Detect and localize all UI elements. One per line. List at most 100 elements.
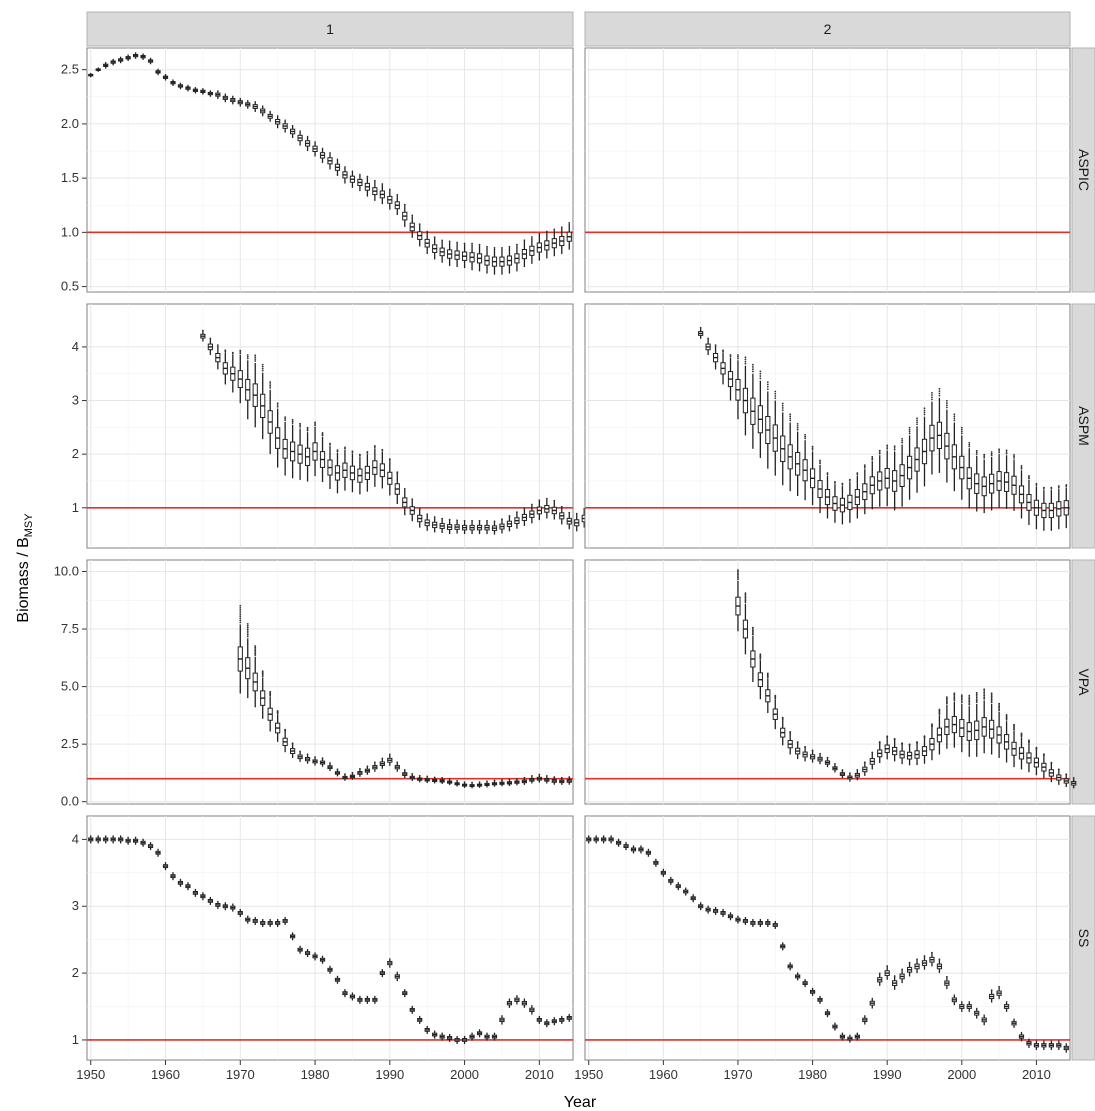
boxplot-outlier <box>456 779 459 782</box>
boxplot-1980 <box>312 756 318 766</box>
boxplot-1961 <box>170 79 176 86</box>
boxplot-outlier <box>426 775 429 778</box>
boxplot-outlier <box>916 423 918 426</box>
boxplot-outlier <box>968 702 971 705</box>
boxplot-outlier <box>1035 482 1038 485</box>
boxplot-outlier <box>938 387 941 390</box>
boxplot-1995 <box>921 735 928 764</box>
y-tick-label: 3 <box>72 898 79 913</box>
boxplot-outlier <box>426 513 429 516</box>
boxplot-1960 <box>660 868 666 877</box>
boxplot-1992 <box>402 769 408 778</box>
boxplot-outlier <box>878 452 881 455</box>
boxplot-outlier <box>254 645 257 647</box>
boxplot-outlier <box>456 241 459 244</box>
boxplot-1975 <box>772 920 778 929</box>
boxplot-outlier <box>975 453 978 455</box>
boxplot-1975 <box>275 402 281 468</box>
boxplot-1977 <box>290 418 296 479</box>
boxplot-outlier <box>246 628 249 631</box>
boxplot-1999 <box>951 692 957 748</box>
boxplot-outlier <box>998 450 1001 452</box>
boxplot-outlier <box>336 768 339 771</box>
boxplot-outlier <box>276 402 279 405</box>
boxplot-1996 <box>929 391 935 475</box>
boxplot-1975 <box>275 918 281 927</box>
boxplot-2002 <box>476 243 483 272</box>
boxplot-2007 <box>514 995 520 1005</box>
panel-background <box>86 815 574 1061</box>
boxplot-outlier <box>359 453 361 456</box>
boxplot-outlier <box>1005 717 1008 720</box>
boxplot-1951 <box>95 835 101 844</box>
boxplot-outlier <box>269 381 272 383</box>
boxplot-1994 <box>417 223 423 247</box>
boxplot-1986 <box>854 1032 860 1041</box>
boxplot-1988 <box>869 751 875 770</box>
boxplot-1988 <box>372 995 378 1004</box>
boxplot-outlier <box>381 757 384 760</box>
boxplot-outlier <box>998 709 1001 712</box>
boxplot-2013 <box>1056 1040 1062 1050</box>
boxplot-outlier <box>960 428 963 431</box>
boxplot-outlier <box>321 434 324 437</box>
boxplot-outlier <box>751 628 754 630</box>
boxplot-outlier <box>916 419 918 422</box>
boxplot-outlier <box>246 624 249 627</box>
boxplot-outlier <box>998 708 1001 711</box>
boxplot-outlier <box>448 240 451 243</box>
x-tick-label: 2010 <box>1022 1067 1051 1082</box>
boxplot-1983 <box>334 768 341 777</box>
boxplot-outlier <box>945 702 948 705</box>
row-strip-aspic <box>1071 47 1095 293</box>
boxplot-outlier <box>819 462 821 465</box>
boxplot-outlier <box>759 377 762 380</box>
boxplot-2006 <box>1003 449 1010 509</box>
boxplot-outlier <box>886 446 889 448</box>
boxplot-outlier <box>418 507 421 510</box>
boxplot-1993 <box>409 498 415 522</box>
boxplot-outlier <box>486 780 488 783</box>
boxplot-outlier <box>953 417 956 420</box>
boxplot-2009 <box>529 503 535 524</box>
boxplot-outlier <box>744 362 747 365</box>
boxplot-outlier <box>1050 761 1053 764</box>
boxplot-outlier <box>254 648 257 650</box>
boxplot-outlier <box>441 517 444 520</box>
boxplot-1974 <box>267 690 273 732</box>
boxplot-2000 <box>959 694 965 753</box>
boxplot-2007 <box>1011 453 1017 511</box>
boxplot-outlier <box>908 426 911 429</box>
boxplot-outlier <box>538 773 541 776</box>
boxplot-1974 <box>765 672 771 714</box>
boxplot-outlier <box>811 448 814 451</box>
boxplot-outlier <box>553 228 556 231</box>
row-strip-aspm <box>1071 303 1095 549</box>
boxplot-outlier <box>990 696 993 699</box>
boxplot-1963 <box>185 84 191 92</box>
boxplot-outlier <box>396 471 399 474</box>
boxplot-2005 <box>499 779 505 787</box>
boxplot-outlier <box>545 230 548 233</box>
boxplot-1995 <box>424 1025 430 1034</box>
boxplot-outlier <box>448 518 451 521</box>
boxplot-outlier <box>516 777 518 780</box>
boxplot-outlier <box>239 613 242 615</box>
boxplot-1971 <box>245 100 251 109</box>
boxplot-2000 <box>461 242 468 269</box>
boxplot-outlier <box>789 413 792 416</box>
boxplot-1974 <box>267 381 273 455</box>
boxplot-outlier <box>766 672 769 675</box>
boxplot-outlier <box>388 188 391 191</box>
boxplot-outlier <box>886 447 889 450</box>
boxplot-outlier <box>553 499 556 502</box>
boxplot-outlier <box>373 445 376 447</box>
boxplot-outlier <box>998 451 1001 454</box>
boxplot-outlier <box>381 448 384 451</box>
y-tick-label: 10.0 <box>54 564 79 579</box>
column-strip-1 <box>86 11 574 47</box>
boxplot-outlier <box>960 700 963 702</box>
boxplot-outlier <box>344 446 346 449</box>
boxplot-outlier <box>848 478 851 481</box>
boxplot-1987 <box>862 761 868 776</box>
